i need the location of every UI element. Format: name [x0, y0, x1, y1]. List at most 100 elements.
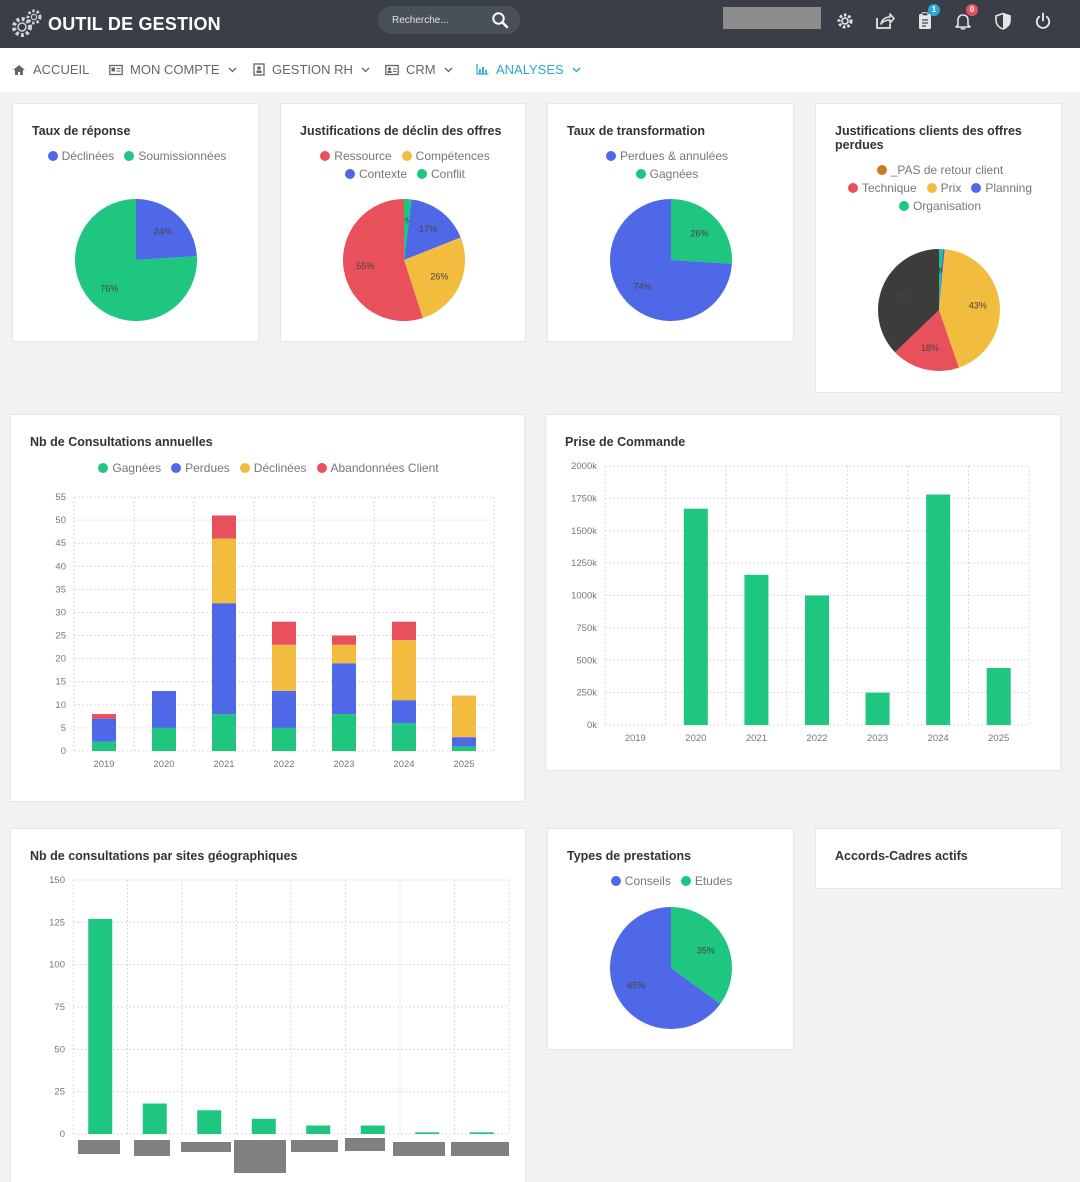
legend-item[interactable]: Technique — [847, 179, 917, 197]
bar[interactable] — [926, 494, 951, 725]
pie-slice-contexte[interactable] — [404, 199, 461, 260]
bar-abandonn-es-client[interactable] — [272, 621, 296, 645]
bar[interactable] — [360, 1125, 385, 1134]
search-input[interactable] — [392, 12, 488, 28]
gear-icon[interactable] — [834, 10, 856, 32]
bar[interactable] — [683, 508, 708, 725]
legend-item[interactable]: Etudes — [680, 872, 732, 890]
pie-slice-planning[interactable] — [939, 249, 945, 310]
pie-slice-soumissionn-es[interactable] — [74, 199, 197, 321]
bar[interactable] — [251, 1118, 276, 1134]
pie-slice-comp-tences[interactable] — [404, 237, 465, 319]
legend-item[interactable]: Gagnées — [635, 165, 698, 183]
bar-gagn-es[interactable] — [272, 727, 296, 751]
nav-item-mon-compte[interactable]: MON COMPTE — [109, 62, 237, 77]
nav-item-gestion-rh[interactable]: GESTION RH — [253, 62, 370, 77]
nav-label: MON COMPTE — [130, 62, 220, 77]
legend-item[interactable]: Prix — [926, 179, 961, 197]
legend-item[interactable]: Contexte — [344, 165, 407, 183]
bar-perdues[interactable] — [212, 603, 236, 715]
bar[interactable] — [865, 692, 890, 725]
legend-item[interactable]: Gagnées — [98, 459, 161, 477]
legend-item[interactable]: Déclinées — [239, 459, 307, 477]
shield-icon[interactable] — [992, 10, 1014, 32]
legend-item[interactable]: Perdues — [171, 459, 230, 477]
bar-d-clin-es[interactable] — [212, 538, 236, 604]
card-title: Accords-Cadres actifs — [835, 849, 968, 863]
chart-legend: _PAS de retour clientTechnique Prix Planni… — [836, 161, 1044, 215]
bar[interactable] — [469, 1132, 494, 1134]
nav-item-analyses[interactable]: ANALYSES — [476, 62, 581, 77]
legend-item[interactable]: Conflit — [417, 165, 465, 183]
bar-gagn-es[interactable] — [212, 714, 236, 751]
pie-slice-d-clin-es[interactable] — [136, 199, 197, 260]
contact-card-icon — [385, 64, 399, 76]
x-tick-label-redacted — [234, 1140, 286, 1173]
card-title: Justifications de déclin des offres — [300, 124, 502, 138]
bar-perdues[interactable] — [272, 690, 296, 728]
pie-slice-gagn-es[interactable] — [671, 199, 732, 264]
pie-slice-etudes[interactable] — [671, 907, 732, 1004]
card-taux-reponse: Taux de réponse Déclinées Soumissionnées … — [12, 103, 259, 342]
y-tick-label: 2000k — [571, 461, 597, 472]
bar[interactable] — [415, 1132, 440, 1134]
bar[interactable] — [142, 1103, 167, 1134]
x-tick-label: 2022 — [273, 759, 294, 770]
user-name-field[interactable] — [723, 7, 821, 29]
bar-abandonn-es-client[interactable] — [212, 515, 236, 539]
bar-perdues[interactable] — [332, 663, 356, 715]
bar-gagn-es[interactable] — [392, 723, 416, 751]
pie-slice-perdues-annul-es[interactable] — [609, 199, 732, 321]
pie-slice-technique[interactable] — [895, 310, 959, 371]
pie-slice-ressource[interactable] — [342, 199, 423, 321]
legend-item[interactable]: Ressource — [320, 147, 392, 165]
bar-d-clin-es[interactable] — [452, 695, 476, 738]
legend-item[interactable]: Conseils — [610, 872, 671, 890]
legend-item[interactable]: Déclinées — [47, 147, 114, 165]
bar-perdues[interactable] — [152, 690, 176, 728]
legend-item[interactable]: Compétences — [401, 147, 490, 165]
legend-item[interactable]: Planning — [971, 179, 1032, 197]
bar[interactable] — [744, 574, 769, 725]
pie-slice-prix[interactable] — [939, 249, 1000, 368]
power-icon[interactable] — [1032, 10, 1054, 32]
y-tick-label: 1500k — [571, 526, 597, 537]
search-icon[interactable] — [491, 11, 509, 29]
share-icon[interactable] — [874, 10, 896, 32]
bar-d-clin-es[interactable] — [332, 644, 356, 664]
nav-item-accueil[interactable]: ACCUEIL — [12, 62, 89, 77]
bar[interactable] — [306, 1125, 331, 1134]
bar[interactable] — [197, 1110, 222, 1134]
bar[interactable] — [805, 595, 829, 726]
bar-perdues[interactable] — [452, 737, 476, 747]
bar-abandonn-es-client[interactable] — [392, 621, 416, 641]
nav-item-crm[interactable]: CRM — [385, 62, 453, 77]
pie-slice-organisation[interactable] — [939, 249, 943, 310]
legend-item[interactable]: Soumissionnées — [124, 147, 226, 165]
legend-item[interactable]: Organisation — [898, 197, 981, 215]
bar[interactable] — [986, 668, 1011, 725]
bar-perdues[interactable] — [392, 700, 416, 724]
bar[interactable] — [88, 918, 113, 1134]
y-tick-label: 35 — [55, 584, 66, 595]
pie-slice-conflit[interactable] — [404, 199, 412, 260]
bar-abandonn-es-client[interactable] — [332, 635, 356, 645]
pie-slice-label: 0% — [936, 266, 949, 276]
bar-d-clin-es[interactable] — [392, 640, 416, 701]
legend-item[interactable]: Abandonnées Client — [316, 459, 439, 477]
clipboard-icon[interactable]: 1 — [914, 4, 940, 32]
y-tick-label: 50 — [55, 515, 66, 526]
bar-perdues[interactable] — [92, 718, 116, 742]
bar-gagn-es[interactable] — [152, 727, 176, 751]
bell-icon[interactable]: 0 — [952, 4, 978, 32]
bar-gagn-es[interactable] — [452, 746, 476, 751]
legend-item[interactable]: Perdues & annulées — [605, 147, 728, 165]
bar-d-clin-es[interactable] — [272, 644, 296, 691]
bar-gagn-es[interactable] — [332, 714, 356, 751]
bar-gagn-es[interactable] — [92, 741, 116, 751]
legend-item[interactable]: _PAS de retour client — [876, 161, 1003, 179]
pie-slice--pas-de-retour-client[interactable] — [878, 249, 939, 353]
bar-abandonn-es-client[interactable] — [92, 714, 116, 719]
brand[interactable]: OUTIL DE GESTION — [10, 6, 221, 42]
pie-slice-conseils[interactable] — [610, 907, 721, 1029]
